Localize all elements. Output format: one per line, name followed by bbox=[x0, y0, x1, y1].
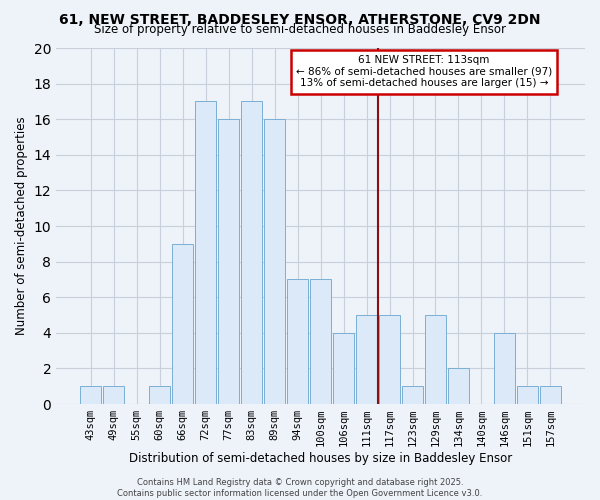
Bar bbox=[310, 280, 331, 404]
Text: 61 NEW STREET: 113sqm
← 86% of semi-detached houses are smaller (97)
13% of semi: 61 NEW STREET: 113sqm ← 86% of semi-deta… bbox=[296, 55, 552, 88]
Bar bbox=[149, 386, 170, 404]
Bar bbox=[448, 368, 469, 404]
Bar bbox=[402, 386, 423, 404]
Bar bbox=[195, 102, 216, 404]
Bar bbox=[425, 315, 446, 404]
Bar bbox=[379, 315, 400, 404]
Y-axis label: Number of semi-detached properties: Number of semi-detached properties bbox=[15, 116, 28, 336]
X-axis label: Distribution of semi-detached houses by size in Baddesley Ensor: Distribution of semi-detached houses by … bbox=[129, 452, 512, 465]
Bar bbox=[517, 386, 538, 404]
Bar bbox=[172, 244, 193, 404]
Text: Size of property relative to semi-detached houses in Baddesley Ensor: Size of property relative to semi-detach… bbox=[94, 24, 506, 36]
Bar bbox=[356, 315, 377, 404]
Bar bbox=[218, 119, 239, 404]
Bar bbox=[540, 386, 561, 404]
Bar bbox=[103, 386, 124, 404]
Bar bbox=[80, 386, 101, 404]
Text: Contains HM Land Registry data © Crown copyright and database right 2025.
Contai: Contains HM Land Registry data © Crown c… bbox=[118, 478, 482, 498]
Bar bbox=[241, 102, 262, 404]
Bar bbox=[333, 333, 354, 404]
Text: 61, NEW STREET, BADDESLEY ENSOR, ATHERSTONE, CV9 2DN: 61, NEW STREET, BADDESLEY ENSOR, ATHERST… bbox=[59, 12, 541, 26]
Bar bbox=[494, 333, 515, 404]
Bar bbox=[264, 119, 285, 404]
Bar bbox=[287, 280, 308, 404]
